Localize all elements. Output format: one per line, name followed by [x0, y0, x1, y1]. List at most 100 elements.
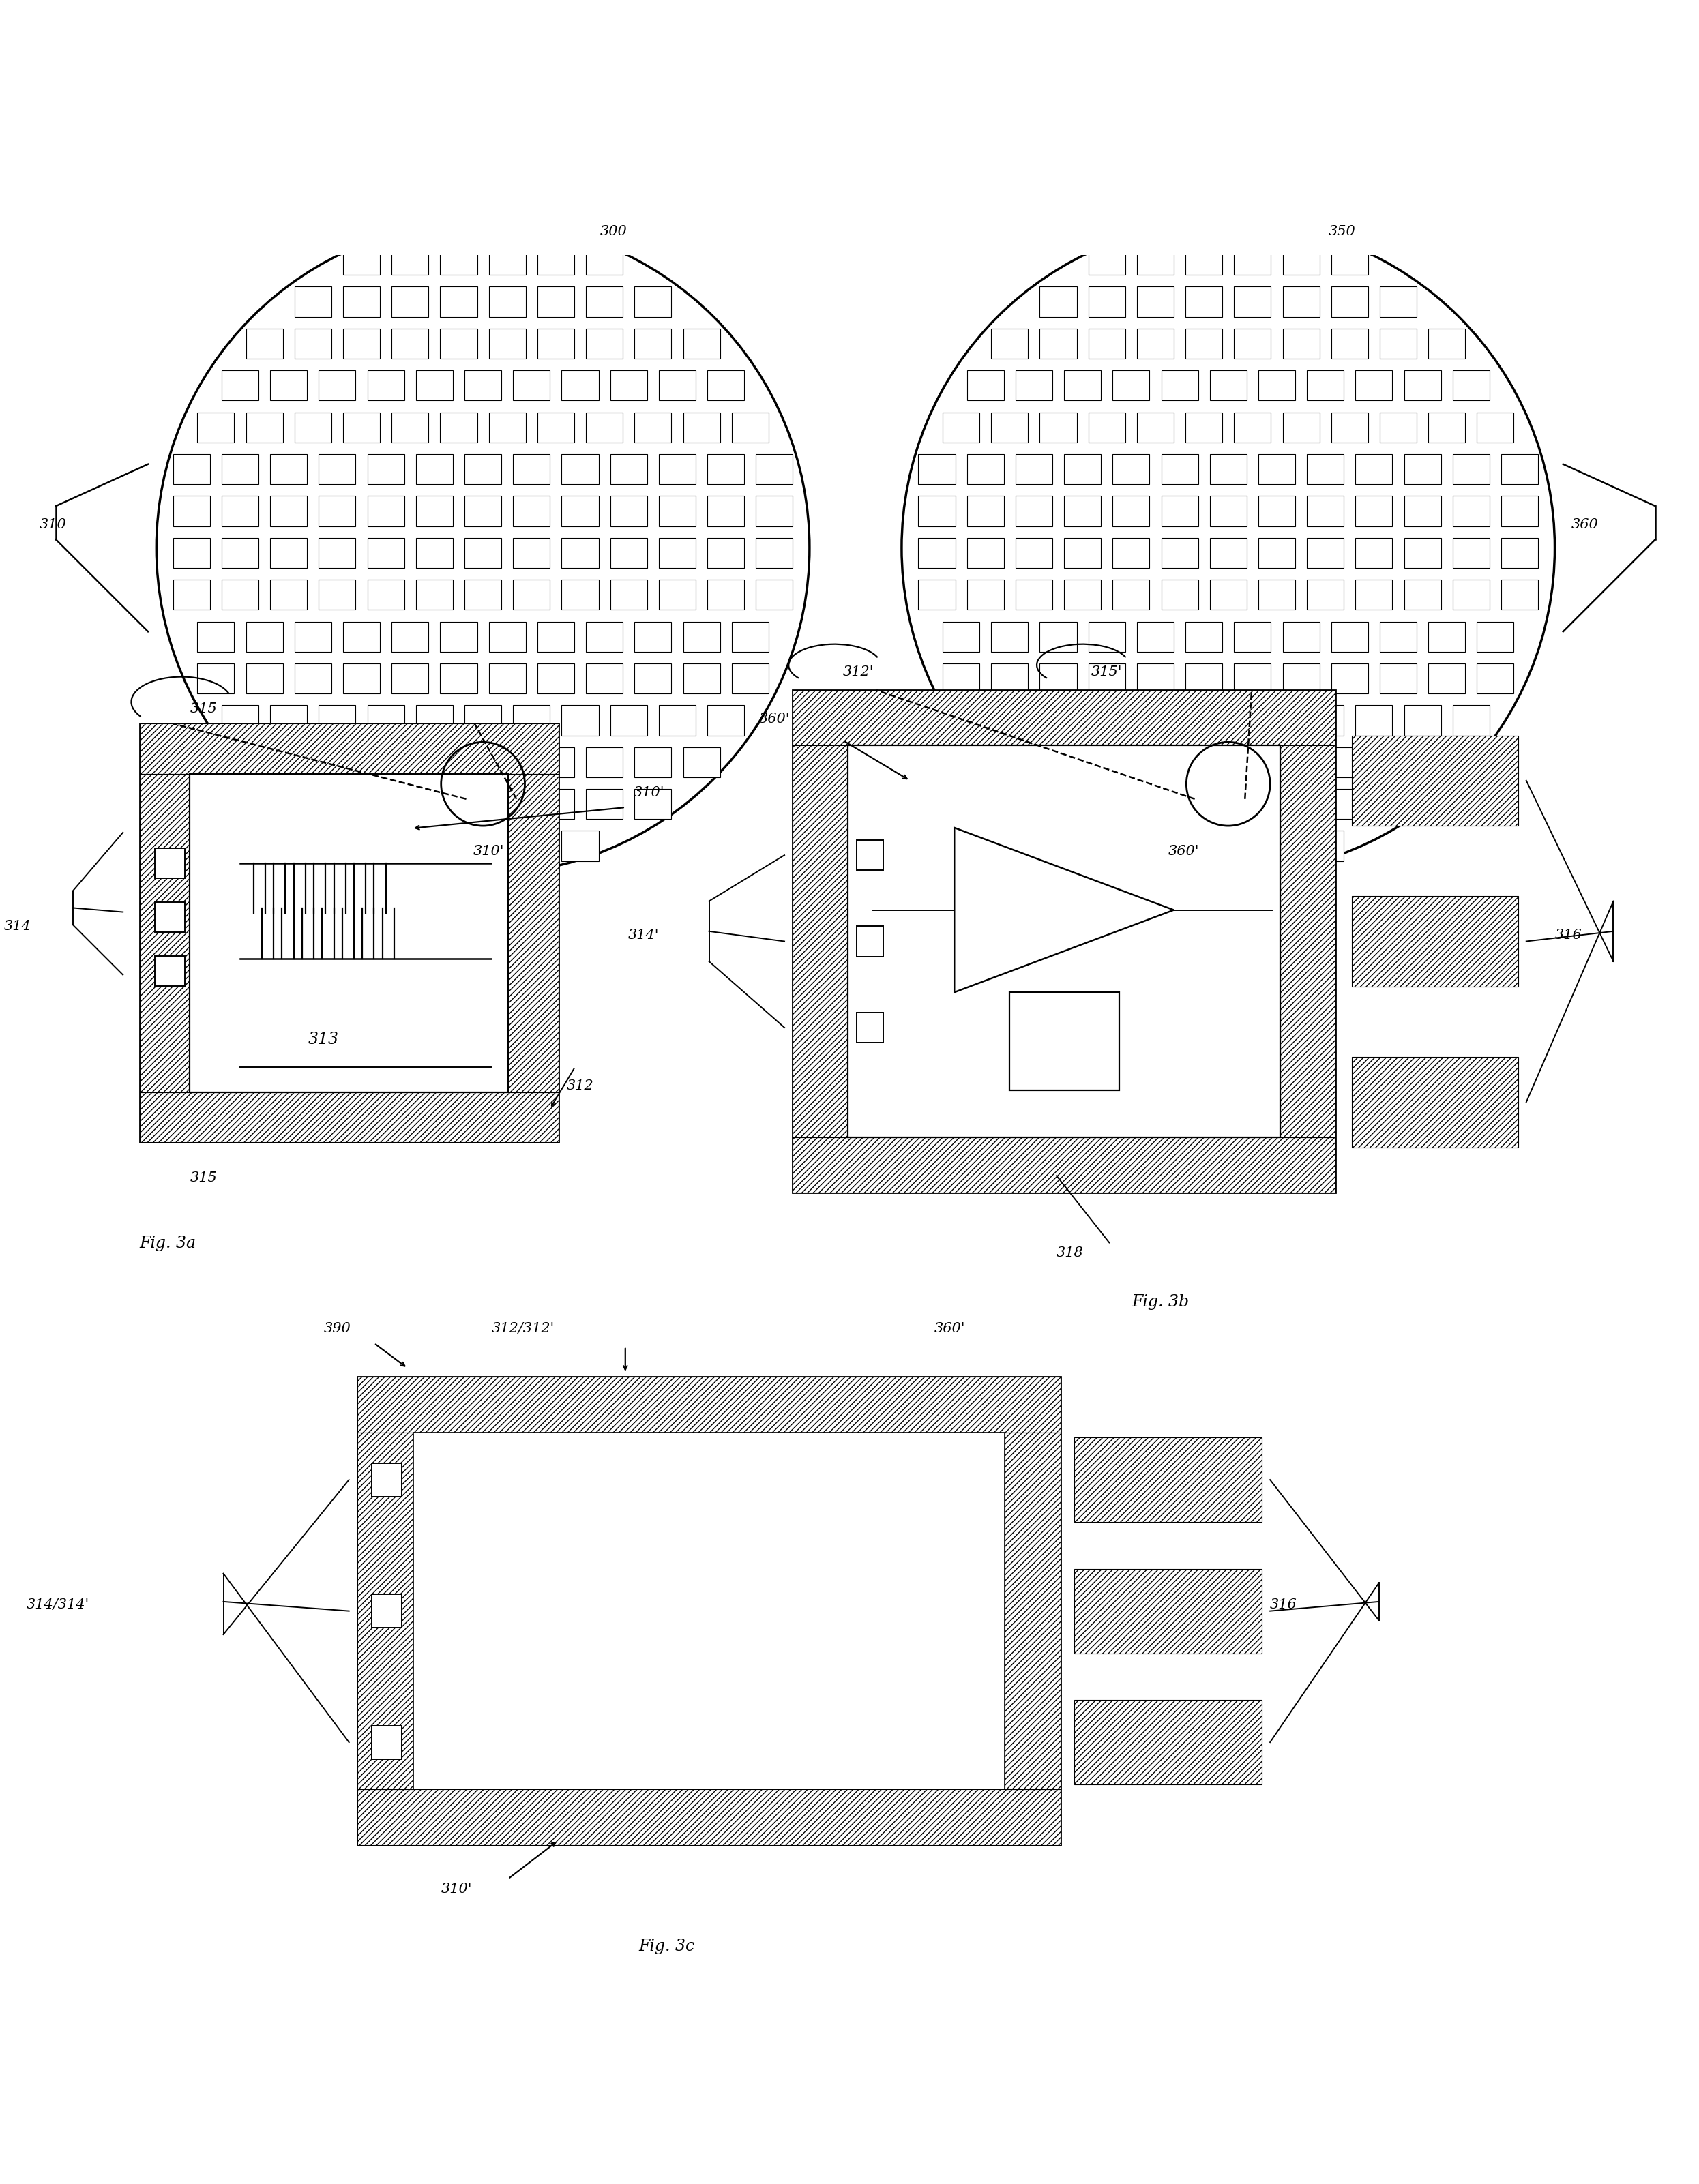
Bar [634, 788, 671, 819]
Bar [294, 622, 331, 651]
Bar [1279, 745, 1335, 1138]
Bar [537, 664, 574, 695]
Bar [1476, 413, 1514, 443]
Bar [1502, 537, 1538, 568]
Bar [1089, 328, 1125, 358]
Bar [357, 1376, 1060, 1845]
Bar [1016, 496, 1052, 526]
Bar [683, 328, 720, 358]
Bar [489, 788, 525, 819]
Bar [489, 328, 525, 358]
Bar [1307, 496, 1344, 526]
Bar [1089, 413, 1125, 443]
Bar [1113, 705, 1150, 736]
Text: 316: 316 [1555, 928, 1582, 941]
Bar [367, 830, 404, 860]
Text: 300: 300 [600, 225, 627, 238]
Bar [991, 413, 1028, 443]
Bar [464, 579, 501, 609]
Bar [1380, 413, 1417, 443]
Bar [270, 454, 308, 485]
Bar [634, 664, 671, 695]
Bar [943, 413, 980, 443]
Text: 360': 360' [1167, 845, 1199, 858]
Bar [707, 705, 744, 736]
Bar [707, 496, 744, 526]
Bar [1502, 496, 1538, 526]
Bar [246, 413, 282, 443]
Bar [464, 830, 501, 860]
Bar [1040, 413, 1077, 443]
Text: 310': 310' [472, 845, 505, 858]
Bar [1064, 454, 1101, 485]
Bar [1332, 328, 1368, 358]
Bar [319, 496, 355, 526]
Bar [793, 745, 848, 1138]
Bar [610, 705, 647, 736]
Bar [1307, 830, 1344, 860]
Bar [416, 579, 454, 609]
Bar [1352, 736, 1517, 826]
Bar [464, 537, 501, 568]
Bar [586, 622, 624, 651]
Bar [848, 745, 1279, 1138]
Bar [1186, 664, 1222, 695]
Bar [1259, 371, 1295, 400]
Bar [1160, 496, 1198, 526]
Bar [392, 664, 428, 695]
Bar [221, 371, 258, 400]
Text: 314': 314' [627, 928, 659, 941]
Bar [173, 579, 211, 609]
Bar [610, 537, 647, 568]
Bar [634, 413, 671, 443]
Bar [610, 496, 647, 526]
Bar [392, 328, 428, 358]
Bar [513, 705, 550, 736]
Text: Fig. 3a: Fig. 3a [139, 1236, 197, 1251]
Bar [173, 537, 211, 568]
Bar [586, 245, 624, 275]
Bar [991, 747, 1028, 778]
Bar [367, 705, 404, 736]
Bar [1186, 413, 1222, 443]
Bar [919, 496, 955, 526]
Bar [489, 245, 525, 275]
Bar [155, 847, 185, 878]
Bar [537, 413, 574, 443]
Bar [1089, 245, 1125, 275]
Bar [732, 664, 768, 695]
Bar [392, 245, 428, 275]
Bar [1137, 413, 1174, 443]
Bar [1210, 371, 1247, 400]
Bar [610, 454, 647, 485]
Bar [1186, 245, 1222, 275]
Bar [139, 723, 559, 773]
Bar [246, 328, 282, 358]
Bar [634, 747, 671, 778]
Bar [586, 788, 624, 819]
Bar [562, 537, 598, 568]
Bar [416, 537, 454, 568]
Bar [1283, 747, 1320, 778]
Text: 314/314': 314/314' [27, 1599, 90, 1612]
Bar [1332, 664, 1368, 695]
Bar [943, 664, 980, 695]
Bar [1004, 1433, 1060, 1789]
Bar [1356, 454, 1391, 485]
Bar [1380, 622, 1417, 651]
Bar [919, 454, 955, 485]
Bar [1429, 664, 1465, 695]
Bar [1137, 788, 1174, 819]
Bar [1137, 328, 1174, 358]
Bar [1380, 286, 1417, 317]
Bar [1089, 286, 1125, 317]
Bar [586, 664, 624, 695]
Bar [1352, 1057, 1517, 1147]
Bar [586, 328, 624, 358]
Bar [1233, 328, 1271, 358]
Bar [1453, 496, 1490, 526]
Bar [1064, 537, 1101, 568]
Bar [537, 747, 574, 778]
Bar [1160, 579, 1198, 609]
Bar [1332, 245, 1368, 275]
